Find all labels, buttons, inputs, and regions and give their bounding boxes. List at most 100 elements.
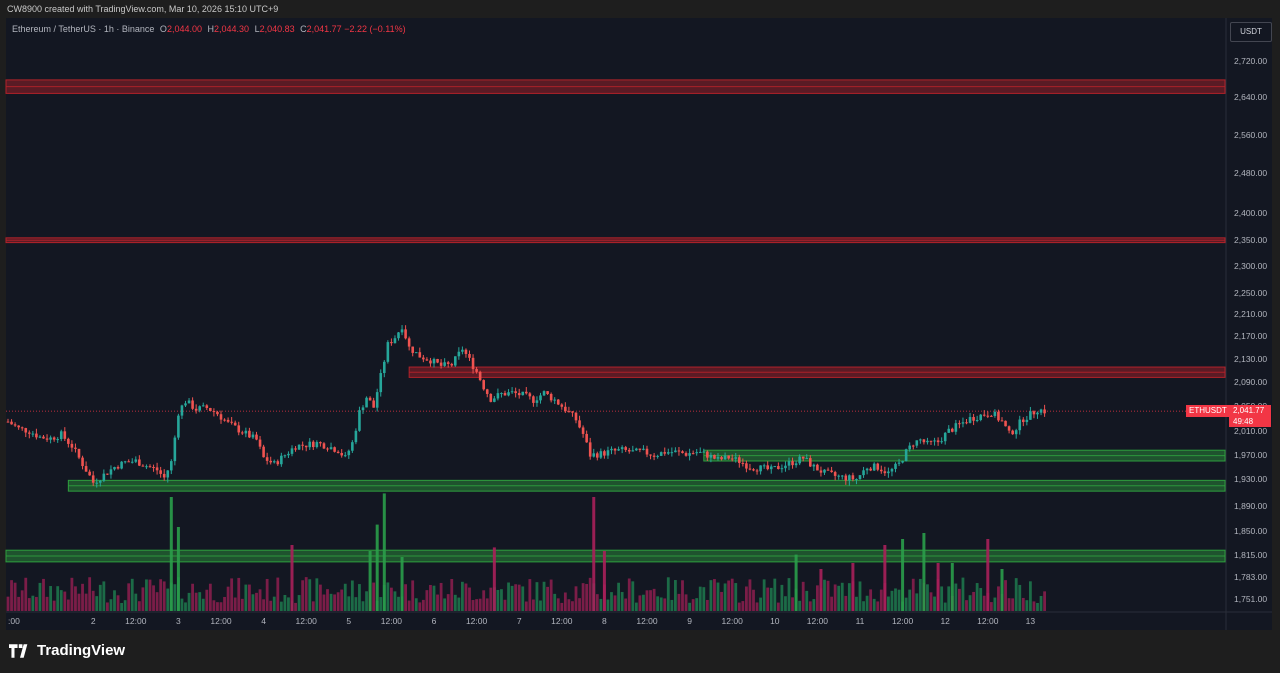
volume-bar <box>532 599 535 611</box>
time-tick-label: 2 <box>91 616 96 626</box>
volume-bar <box>510 585 514 611</box>
candle-body <box>244 430 248 434</box>
candle-body <box>446 362 450 364</box>
candle-body <box>404 329 407 339</box>
volume-bar <box>95 596 99 611</box>
volume-bar <box>705 599 709 611</box>
candle-body <box>407 338 411 347</box>
volume-spike <box>169 497 173 611</box>
volume-bar <box>762 579 766 611</box>
candle-body <box>322 443 326 449</box>
candle-body <box>13 424 17 426</box>
candle-body <box>730 458 734 460</box>
candles-layer <box>6 325 1046 488</box>
volume-bar <box>194 592 198 611</box>
symbol-legend: Ethereum / TetherUS · 1h · Binance O2,04… <box>12 24 406 34</box>
candle-body <box>926 440 929 443</box>
candle-body <box>138 459 141 466</box>
volume-bar <box>390 587 393 611</box>
volume-bar <box>578 598 581 611</box>
volume-bar <box>553 593 557 611</box>
volume-bar <box>1025 600 1029 611</box>
volume-bar <box>287 597 290 611</box>
candle-body <box>830 470 833 473</box>
candle-body <box>170 461 173 471</box>
candle-body <box>702 451 706 453</box>
volume-bar <box>787 578 791 611</box>
tradingview-logo[interactable]: TradingView <box>9 642 125 659</box>
candle-body <box>809 458 812 467</box>
candle-body <box>741 462 745 464</box>
candle-body <box>542 391 546 396</box>
volume-bar <box>670 599 674 611</box>
volume-bar <box>251 594 255 611</box>
volume-bar <box>989 602 993 611</box>
volume-spike <box>176 527 180 611</box>
volume-bar <box>798 600 802 611</box>
candle-body <box>723 455 727 460</box>
candle-body <box>67 438 70 444</box>
volume-bar <box>805 590 809 611</box>
volume-spike <box>400 557 404 611</box>
volume-bar <box>840 582 844 611</box>
candle-body <box>752 469 755 471</box>
volume-spike <box>375 524 379 611</box>
volume-bar <box>468 587 471 611</box>
volume-bar <box>407 600 411 611</box>
candle-body <box>510 391 514 393</box>
volume-bar <box>879 589 883 611</box>
candle-body <box>152 466 155 468</box>
candle-body <box>411 346 414 353</box>
candle-body <box>177 415 180 438</box>
brand-name: TradingView <box>37 642 126 659</box>
volume-bar <box>63 591 67 611</box>
candle-body <box>280 455 283 465</box>
volume-bar <box>993 597 997 611</box>
candle-body <box>539 395 542 401</box>
volume-bar <box>198 592 202 611</box>
price-tick-label: 1,850.00 <box>1234 526 1267 536</box>
volume-bar <box>425 590 429 611</box>
volume-bar <box>457 597 461 611</box>
volume-bar <box>975 583 979 611</box>
volume-bar <box>982 595 986 611</box>
candle-body <box>56 439 59 441</box>
volume-spike <box>368 551 372 611</box>
footer-bar <box>0 631 1280 673</box>
volume-bar <box>404 584 407 611</box>
candle-body <box>358 410 361 431</box>
volume-bar <box>500 589 503 611</box>
candle-body <box>645 448 649 455</box>
volume-bar <box>894 588 897 611</box>
volume-bar <box>801 581 805 611</box>
volume-bar <box>769 587 773 611</box>
volume-bar <box>496 589 500 611</box>
time-tick-label: 4 <box>261 616 266 626</box>
currency-button[interactable]: USDT <box>1230 22 1272 42</box>
volume-bar <box>70 577 74 611</box>
price-tick-label: 2,210.00 <box>1234 309 1267 319</box>
volume-bar <box>297 595 301 611</box>
chart-pane[interactable] <box>6 18 1272 630</box>
candle-body <box>120 461 123 469</box>
candle-body <box>372 400 375 408</box>
volume-spike <box>592 497 596 611</box>
candle-body <box>368 397 372 401</box>
candle-body <box>468 353 471 358</box>
volume-bar <box>230 578 234 611</box>
time-tick-label: 12:00 <box>125 616 147 626</box>
candle-body <box>482 380 485 390</box>
volume-bar <box>691 599 695 611</box>
candle-body <box>258 439 262 447</box>
volume-bar <box>847 583 851 611</box>
candle-body <box>691 453 695 455</box>
candle-body <box>496 393 500 399</box>
volume-bar <box>965 600 968 611</box>
volume-bar <box>862 601 865 611</box>
candle-body <box>698 451 702 453</box>
candle-body <box>507 392 510 396</box>
volume-bar <box>897 589 901 611</box>
candle-body <box>223 419 226 421</box>
candle-body <box>471 357 475 370</box>
